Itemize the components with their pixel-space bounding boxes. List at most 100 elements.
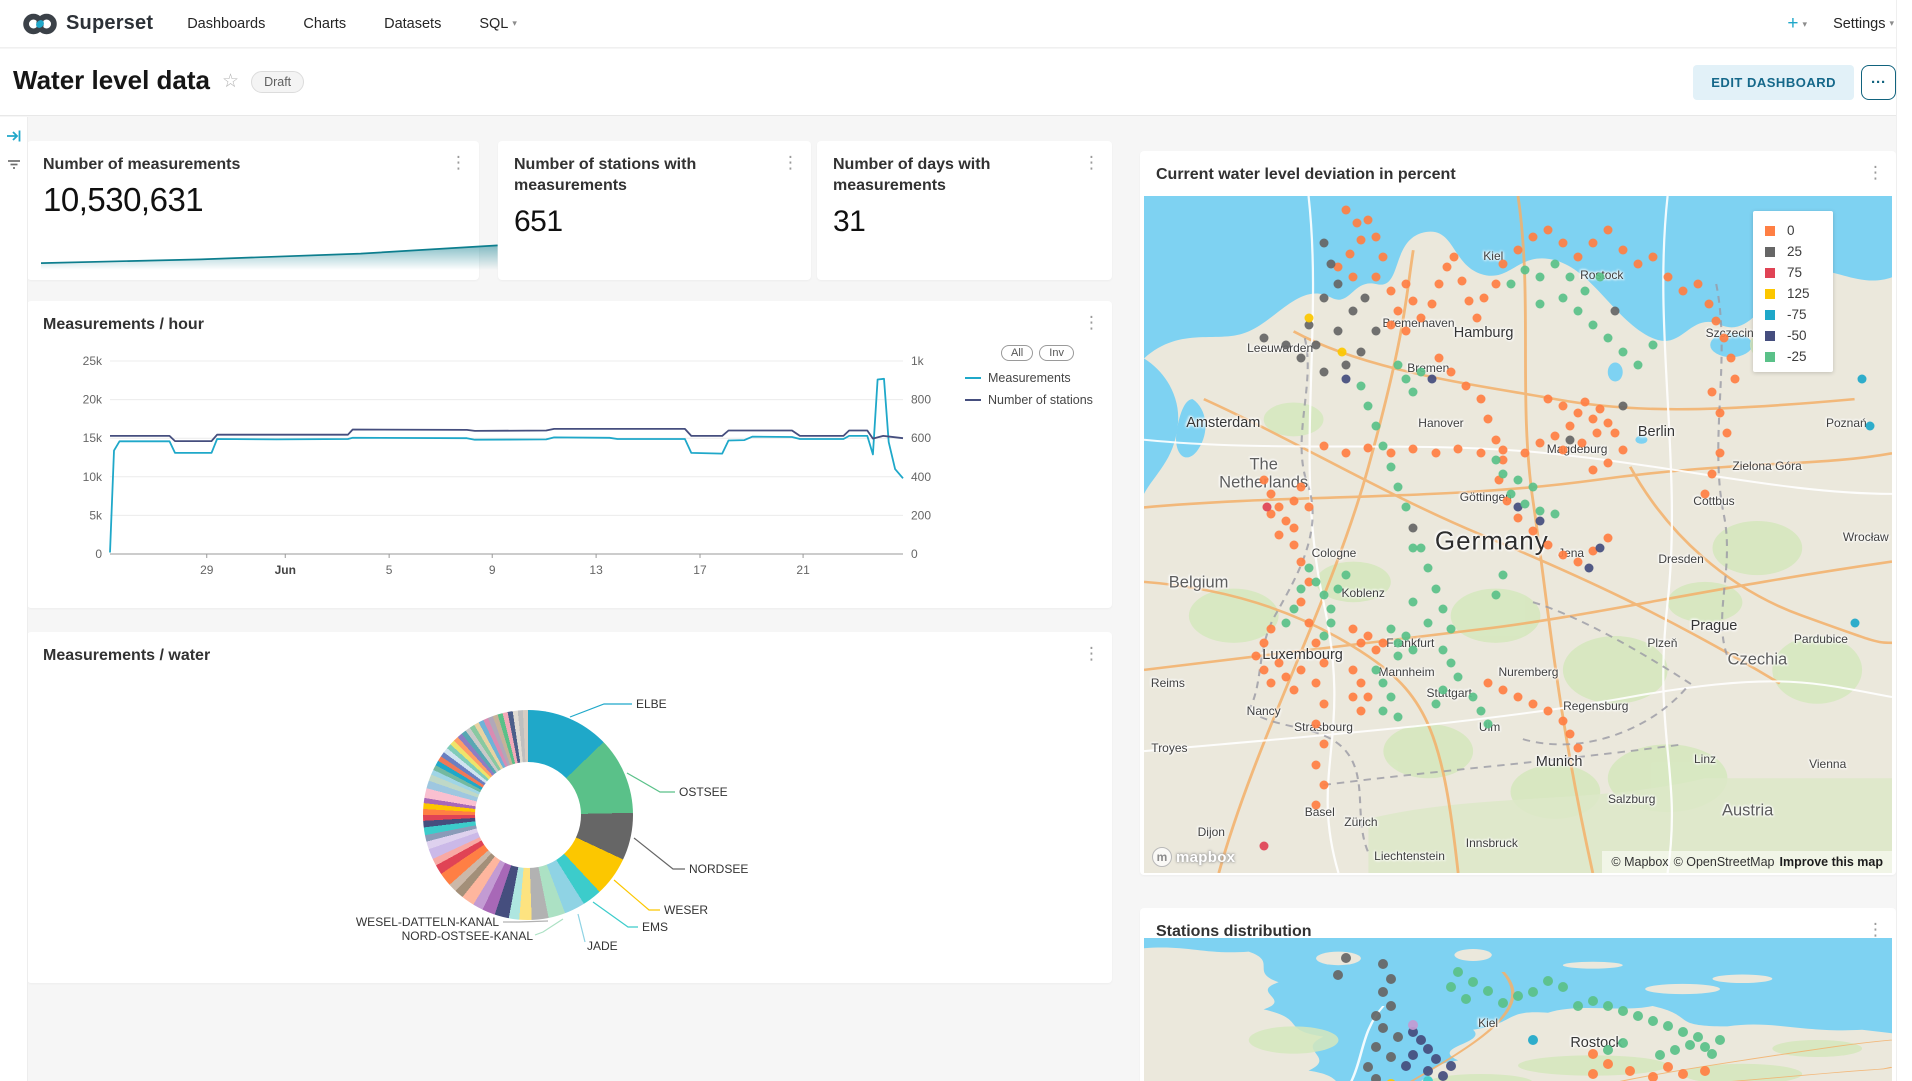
- edit-dashboard-button[interactable]: EDIT DASHBOARD: [1693, 65, 1854, 100]
- map-data-point: [1857, 374, 1867, 384]
- map-data-point: [1385, 1052, 1396, 1062]
- map-data-point: [1363, 1062, 1374, 1073]
- kebab-menu-icon[interactable]: ⋮: [450, 153, 467, 172]
- map-data-point: [1543, 394, 1553, 404]
- map-data-point: [1289, 540, 1299, 550]
- map-data-point: [1491, 455, 1501, 465]
- map-data-point: [1513, 245, 1523, 255]
- map-data-point: [1647, 1016, 1658, 1027]
- favorite-star-icon[interactable]: ☆: [222, 71, 240, 92]
- map-data-point: [1506, 279, 1516, 289]
- map-data-point: [1289, 523, 1299, 533]
- map-data-point: [1542, 975, 1553, 986]
- map-data-point: [1348, 306, 1358, 316]
- map-city-label: Belgium: [1168, 573, 1229, 592]
- map-data-point: [1393, 638, 1403, 648]
- nav-item-dashboards[interactable]: Dashboards: [187, 15, 266, 32]
- legend-item-measurements[interactable]: Measurements: [965, 371, 1110, 385]
- pie-slice-label: EMS: [642, 920, 669, 934]
- map-data-point: [1430, 1053, 1441, 1064]
- map-data-point: [1304, 563, 1314, 573]
- line-chart[interactable]: 25k 1k 20k 800 15k 600 10k 400 5k 200 0 0 29 Jun 5 9 13 1…: [27, 301, 1112, 608]
- svg-text:29: 29: [200, 563, 214, 577]
- map-data-point: [1438, 645, 1448, 655]
- page-scrollbar[interactable]: [1896, 0, 1912, 1081]
- map-data-point: [1385, 1001, 1396, 1011]
- improve-map-link[interactable]: Improve this map: [1779, 855, 1884, 869]
- nav-item-datasets[interactable]: Datasets: [384, 15, 442, 32]
- mapbox-logo[interactable]: m mapbox: [1152, 847, 1235, 867]
- dashboard-more-menu[interactable]: ···: [1861, 65, 1896, 100]
- map-data-point: [1648, 340, 1658, 350]
- map-data-point: [1543, 540, 1553, 550]
- map-city-label: Kiel: [1478, 1016, 1499, 1030]
- filter-icon[interactable]: [5, 155, 23, 173]
- map-data-point: [1326, 618, 1336, 627]
- map-city-label: Zürich: [1344, 815, 1378, 830]
- map-data-point: [1371, 272, 1381, 282]
- svg-text:13: 13: [589, 563, 603, 577]
- map-data-point: [1311, 638, 1321, 648]
- legend-invert-button[interactable]: Inv: [1039, 345, 1074, 361]
- kebab-menu-icon[interactable]: ⋮: [1867, 163, 1884, 182]
- map-data-point: [1363, 215, 1373, 225]
- map-data-point: [1259, 638, 1269, 648]
- settings-menu[interactable]: Settings ▾: [1833, 15, 1894, 32]
- kebab-menu-icon[interactable]: ⋮: [782, 153, 799, 172]
- map-data-point: [1573, 306, 1583, 316]
- nav-item-charts[interactable]: Charts: [303, 15, 347, 32]
- map-data-point: [1527, 1035, 1538, 1045]
- map-city-label: Wrocław: [1842, 529, 1889, 544]
- map-data-point: [1371, 232, 1381, 242]
- map-legend-item: -50: [1765, 325, 1833, 346]
- map-data-point: [1617, 1006, 1628, 1017]
- legend-item-number-of-stations[interactable]: Number of stations: [965, 393, 1110, 407]
- map-data-point: [1632, 1011, 1643, 1022]
- map-city-label: Linz: [1693, 751, 1717, 766]
- card-title: Current water level deviation in percent: [1156, 166, 1456, 183]
- map-city-label: Leeuwarden: [1247, 341, 1314, 356]
- map-data-point: [1685, 1040, 1696, 1051]
- deviation-map[interactable]: KielRostockSzczecinLeeuwardenAmsterdamTh…: [1144, 196, 1892, 873]
- add-new-button[interactable]: + ▾: [1787, 12, 1808, 34]
- kebab-menu-icon[interactable]: ⋮: [1083, 153, 1100, 172]
- map-data-point: [1341, 360, 1351, 370]
- map-data-point: [1491, 590, 1501, 600]
- map-data-point: [1498, 445, 1508, 455]
- map-data-point: [1603, 458, 1613, 468]
- line-chart-legend: All Inv Measurements Number of stations: [965, 345, 1110, 415]
- kebab-menu-icon[interactable]: ⋮: [1083, 644, 1100, 663]
- map-city-label: Troyes: [1151, 740, 1188, 755]
- map-data-point: [1311, 719, 1321, 729]
- map-data-point: [1633, 259, 1643, 269]
- expand-filter-bar-icon[interactable]: [5, 127, 23, 145]
- kebab-menu-icon[interactable]: ⋮: [1083, 313, 1100, 332]
- svg-text:20k: 20k: [83, 393, 103, 407]
- map-data-point: [1449, 252, 1459, 262]
- legend-select-all-button[interactable]: All: [1001, 345, 1034, 361]
- map-data-point: [1491, 279, 1501, 289]
- stations-map[interactable]: Kiel Rostock: [1144, 938, 1892, 1081]
- map-legend-item: 25: [1765, 241, 1833, 262]
- map-city-label: Salzburg: [1608, 791, 1656, 806]
- map-data-point: [1371, 421, 1381, 431]
- map-data-point: [1587, 1048, 1598, 1059]
- nav-item-sql[interactable]: SQL ▾: [479, 15, 517, 32]
- map-data-point: [1319, 780, 1329, 790]
- map-data-point: [1423, 1075, 1434, 1081]
- map-data-point: [1558, 238, 1568, 248]
- map-data-point: [1259, 475, 1269, 485]
- map-data-point: [1535, 438, 1545, 448]
- superset-logo[interactable]: Superset: [22, 12, 153, 36]
- map-data-point: [1662, 1062, 1673, 1073]
- map-data-point: [1565, 421, 1575, 431]
- map-data-point: [1304, 618, 1314, 627]
- map-city-label: Cottbus: [1693, 493, 1735, 508]
- map-data-point: [1577, 438, 1587, 448]
- kebab-menu-icon[interactable]: ⋮: [1867, 920, 1884, 939]
- map-data-point: [1363, 631, 1373, 641]
- map-data-point: [1513, 990, 1523, 1001]
- map-data-point: [1408, 1026, 1419, 1037]
- legend-swatch: [1765, 288, 1775, 299]
- map-data-point: [1386, 448, 1396, 458]
